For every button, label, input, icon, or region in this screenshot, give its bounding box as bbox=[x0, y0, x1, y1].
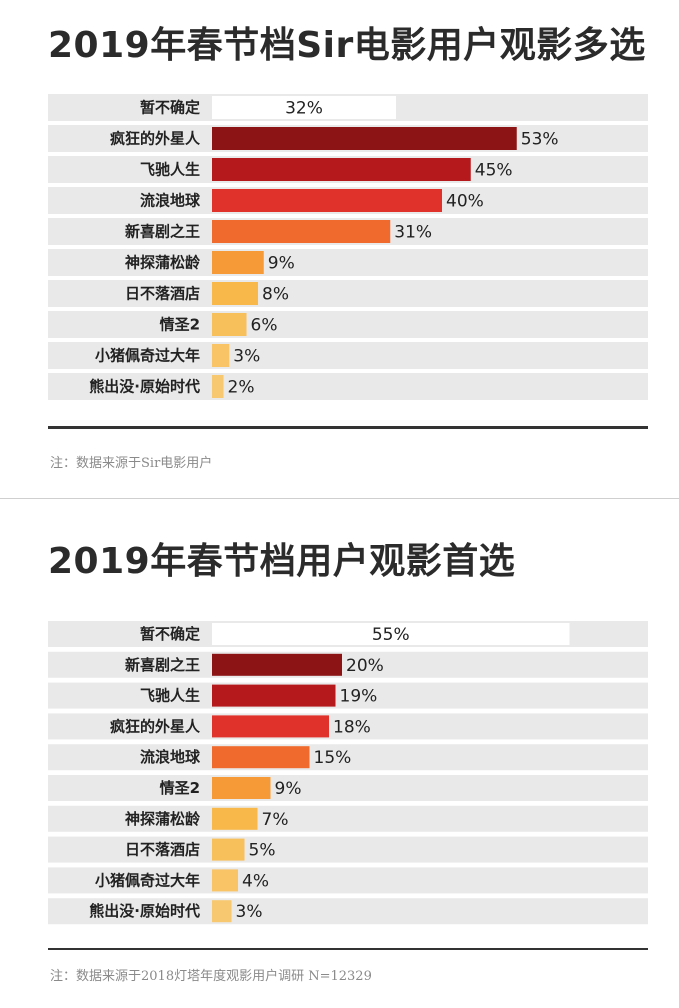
bar bbox=[212, 344, 230, 367]
category-label: 疯狂的外星人 bbox=[110, 717, 201, 735]
category-label: 暂不确定 bbox=[140, 625, 200, 643]
value-label: 32% bbox=[285, 99, 323, 119]
row-background bbox=[48, 373, 648, 400]
chart-panel-multi-choice: 2019年春节档Sir电影用户观影多选 暂不确定 32% 疯狂的外星人 53% 飞驰人生… bbox=[0, 0, 679, 495]
category-label: 日不落酒店 bbox=[125, 285, 200, 303]
bar bbox=[212, 251, 264, 274]
value-label: 9% bbox=[268, 254, 295, 274]
value-label: 3% bbox=[233, 347, 260, 367]
bar bbox=[212, 900, 232, 923]
value-label: 6% bbox=[251, 316, 278, 336]
row-background bbox=[48, 805, 648, 832]
category-label: 神探蒲松龄 bbox=[125, 810, 201, 828]
chart-title: 2019年春节档Sir电影用户观影多选 bbox=[48, 25, 646, 66]
baseline-rule bbox=[48, 426, 648, 429]
category-label: 小猪佩奇过大年 bbox=[95, 871, 200, 889]
source-note: 注：数据来源于Sir电影用户 bbox=[50, 456, 213, 471]
value-label: 18% bbox=[333, 717, 371, 737]
category-label: 新喜剧之王 bbox=[125, 223, 200, 241]
bar bbox=[212, 684, 336, 707]
panel-divider bbox=[0, 498, 679, 499]
category-label: 情圣2 bbox=[160, 316, 200, 334]
chart-title: 2019年春节档用户观影首选 bbox=[48, 541, 516, 582]
row-background bbox=[48, 311, 648, 338]
category-label: 熊出没·原始时代 bbox=[89, 902, 200, 920]
value-label: 45% bbox=[475, 161, 513, 181]
value-label: 40% bbox=[446, 192, 484, 212]
row-background bbox=[48, 775, 648, 801]
row-background bbox=[48, 651, 648, 678]
value-label: 4% bbox=[242, 871, 269, 891]
category-label: 流浪地球 bbox=[140, 748, 201, 766]
value-label: 55% bbox=[372, 625, 410, 645]
value-label: 7% bbox=[262, 810, 289, 830]
value-label: 53% bbox=[521, 130, 559, 150]
category-label: 熊出没·原始时代 bbox=[89, 378, 200, 396]
bar bbox=[212, 282, 258, 305]
row-background bbox=[48, 898, 648, 925]
category-label: 小猪佩奇过大年 bbox=[95, 347, 200, 365]
bar bbox=[212, 746, 310, 769]
category-label: 神探蒲松龄 bbox=[125, 254, 201, 272]
category-label: 暂不确定 bbox=[140, 99, 200, 117]
bar bbox=[212, 375, 224, 398]
category-label: 飞驰人生 bbox=[140, 161, 200, 179]
value-label: 20% bbox=[346, 656, 384, 676]
chart-panel-first-choice: 2019年春节档用户观影首选 暂不确定 55% 新喜剧之王 20% 飞驰人生 19% 疯狂的… bbox=[0, 510, 679, 1008]
value-label: 8% bbox=[262, 285, 289, 305]
value-label: 5% bbox=[249, 841, 276, 861]
value-label: 2% bbox=[228, 378, 255, 398]
category-label: 日不落酒店 bbox=[125, 841, 200, 859]
baseline-rule bbox=[48, 948, 648, 950]
bar bbox=[212, 777, 271, 799]
source-note: 注：数据来源于2018灯塔年度观影用户调研 N=12329 bbox=[50, 969, 372, 984]
row-background bbox=[48, 867, 648, 894]
row-background bbox=[48, 836, 648, 863]
bar-chart-multi-choice: 暂不确定 32% 疯狂的外星人 53% 飞驰人生 45% 流浪地球 40% 新喜剧之王 31% 神探… bbox=[48, 94, 648, 429]
row-background bbox=[48, 744, 648, 771]
value-label: 31% bbox=[394, 223, 432, 243]
row-background bbox=[48, 713, 648, 740]
row-background bbox=[48, 280, 648, 307]
category-label: 新喜剧之王 bbox=[125, 656, 200, 674]
bar bbox=[212, 869, 238, 892]
row-background bbox=[48, 249, 648, 276]
category-label: 流浪地球 bbox=[140, 192, 201, 210]
bar bbox=[212, 158, 471, 181]
bar bbox=[212, 623, 570, 645]
bar bbox=[212, 96, 396, 119]
bar bbox=[212, 807, 258, 830]
row-background bbox=[48, 342, 648, 369]
bar bbox=[212, 220, 391, 243]
bar bbox=[212, 838, 245, 861]
category-label: 情圣2 bbox=[160, 779, 200, 797]
bar bbox=[212, 653, 342, 676]
value-label: 9% bbox=[275, 779, 302, 799]
bar bbox=[212, 715, 329, 738]
value-label: 15% bbox=[314, 748, 352, 768]
bar bbox=[212, 127, 517, 150]
bar bbox=[212, 189, 442, 212]
row-background bbox=[48, 682, 648, 709]
category-label: 疯狂的外星人 bbox=[110, 130, 201, 148]
category-label: 飞驰人生 bbox=[140, 687, 200, 705]
bar-chart-first-choice: 暂不确定 55% 新喜剧之王 20% 飞驰人生 19% 疯狂的外星人 18% 流浪地球 15% 情圣… bbox=[48, 621, 648, 950]
value-label: 3% bbox=[236, 902, 263, 922]
value-label: 19% bbox=[340, 687, 378, 707]
bar bbox=[212, 313, 247, 336]
